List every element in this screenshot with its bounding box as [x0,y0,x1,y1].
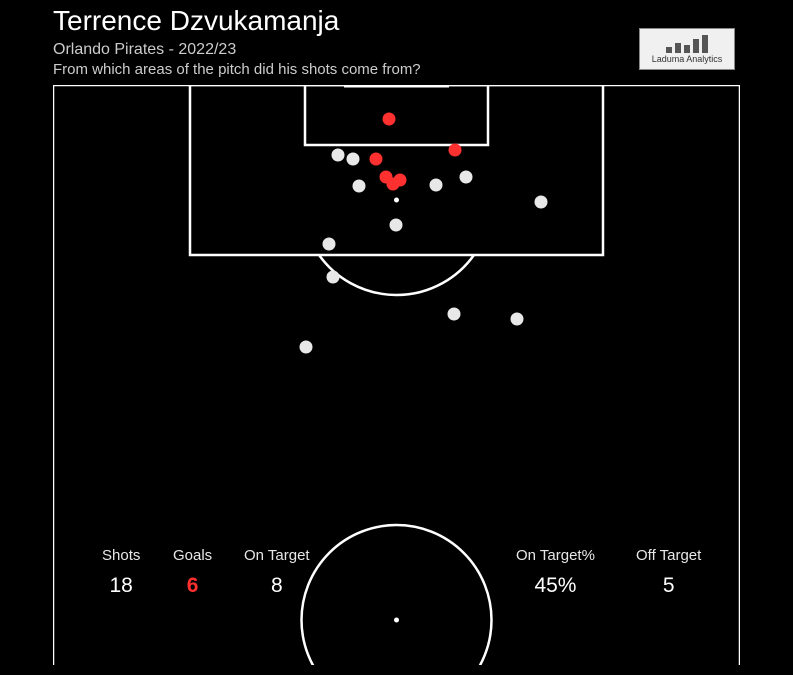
logo-bars-icon [666,35,708,53]
stat-value: 5 [663,574,675,598]
shot-goal-marker [449,144,462,157]
logo-text: Laduma Analytics [652,54,723,64]
shot-miss-marker [430,179,443,192]
stat-label: Shots [102,547,140,564]
stat-block: Off Target 5 [636,547,701,598]
shot-goal-marker [383,113,396,126]
stat-label: On Target% [516,547,595,564]
stat-value: 18 [110,574,133,598]
shot-goal-marker [370,153,383,166]
stat-value: 45% [534,574,576,598]
shot-miss-marker [300,341,313,354]
shot-miss-marker [323,238,336,251]
shot-miss-marker [353,180,366,193]
chart-question: From which areas of the pitch did his sh… [53,61,740,78]
team-season: Orlando Pirates - 2022/23 [53,41,740,59]
shot-miss-marker [448,308,461,321]
shot-miss-marker [390,219,403,232]
header: Terrence Dzvukamanja Orlando Pirates - 2… [53,5,740,78]
shot-miss-marker [327,271,340,284]
brand-logo: Laduma Analytics [639,28,735,70]
stat-block: On Target% 45% [516,547,595,598]
shot-miss-marker [460,171,473,184]
stat-block: On Target 8 [244,547,310,598]
player-title: Terrence Dzvukamanja [53,5,740,37]
stat-block: Goals 6 [173,547,212,598]
stat-label: Off Target [636,547,701,564]
stat-block: Shots 18 [102,547,140,598]
shot-miss-marker [347,153,360,166]
shot-miss-marker [511,313,524,326]
stat-value: 6 [187,574,199,598]
shot-miss-marker [332,149,345,162]
stat-value: 8 [271,574,283,598]
shot-goal-marker [387,178,400,191]
stat-label: On Target [244,547,310,564]
stat-label: Goals [173,547,212,564]
shot-miss-marker [535,196,548,209]
